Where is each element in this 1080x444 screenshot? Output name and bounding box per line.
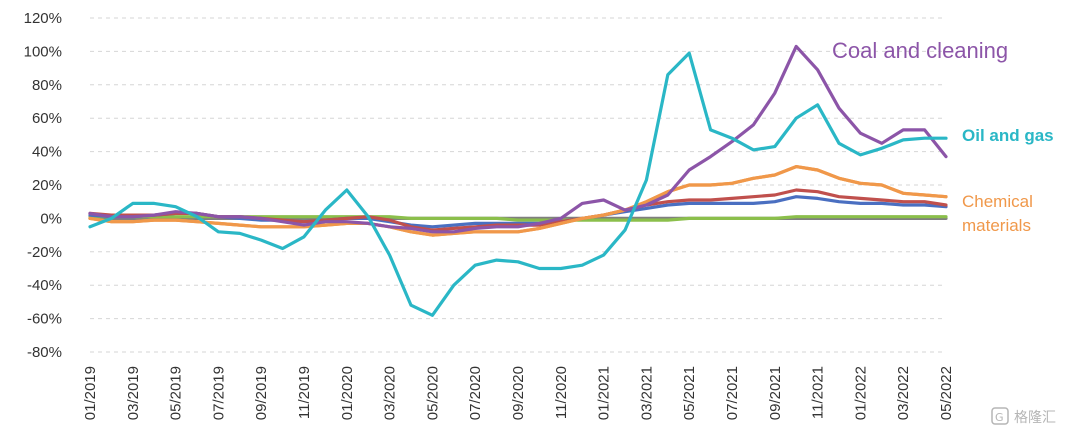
y-tick-label: 0% [40,210,62,227]
series-label: Oil and gas [962,126,1054,145]
x-tick-label: 03/2022 [895,366,912,420]
x-tick-label: 11/2019 [296,366,313,419]
x-tick-label: 01/2022 [852,366,869,420]
x-tick-label: 07/2021 [724,366,741,420]
series-line-chemical-materials [88,165,948,237]
x-tick-label: 07/2020 [467,366,484,420]
watermark: G 格隆汇 [991,407,1056,426]
watermark-logo-glyph: G [995,411,1004,424]
series-labels: Chemical materials Coal and cleaning Oil an… [832,38,1054,235]
series-label-line: Chemical [962,192,1033,211]
y-tick-label: 20% [32,177,62,194]
x-tick-label: 09/2021 [767,366,784,420]
y-axis-ticks: -80% -60% -40% -20% 0% 20% 40% 60% 80% 100% 120% [24,10,62,361]
x-tick-label: 11/2020 [553,366,570,419]
y-tick-label: -80% [27,344,62,361]
y-tick-label: -20% [27,244,62,261]
x-tick-label: 05/2019 [168,366,185,420]
x-tick-label: 05/2020 [424,366,441,420]
y-tick-label: 100% [24,43,62,60]
series-lines [88,44,948,317]
y-tick-label: 40% [32,144,62,161]
x-axis-ticks: 01/2019 03/2019 05/2019 07/2019 09/2019 11/20… [82,366,955,420]
y-tick-label: -40% [27,277,62,294]
watermark-logo-icon [991,407,1009,425]
x-tick-label: 07/2019 [210,366,227,420]
gridlines [90,17,946,353]
y-tick-label: -60% [27,311,62,328]
x-tick-label: 01/2020 [339,366,356,420]
x-tick-label: 01/2021 [596,366,613,420]
series-line-coal-and-cleaning [88,44,948,234]
x-tick-label: 03/2019 [125,366,142,420]
y-tick-label: 80% [32,77,62,94]
y-tick-label: 60% [32,110,62,127]
x-tick-label: 01/2019 [82,366,99,420]
x-tick-label: 05/2021 [681,366,698,420]
x-tick-label: 05/2022 [938,366,955,420]
watermark-text: 格隆汇 [1014,410,1056,426]
series-label-line: materials [962,216,1031,235]
series-label: Coal and cleaning [832,38,1008,63]
x-tick-label: 11/2021 [810,366,827,419]
x-tick-label: 09/2020 [510,366,527,420]
y-tick-label: 120% [24,10,62,27]
series-line-oil-and-gas [88,51,948,317]
x-tick-label: 03/2020 [382,366,399,420]
x-tick-label: 03/2021 [638,366,655,420]
x-tick-label: 09/2019 [253,366,270,420]
